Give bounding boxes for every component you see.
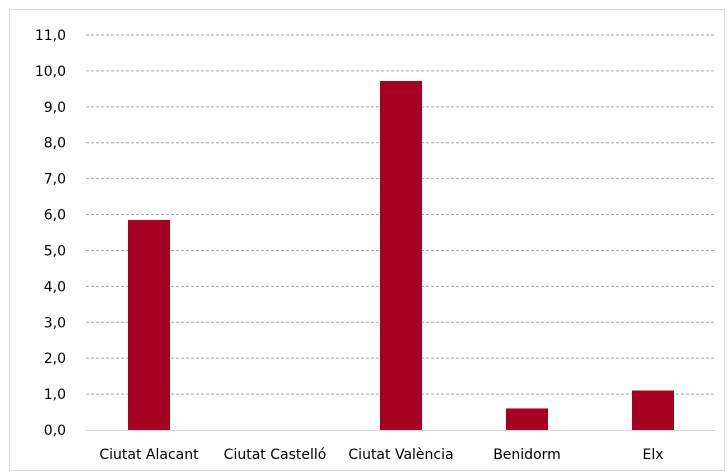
bars [128, 80, 674, 431]
y-tick-label: 7,0 [44, 172, 66, 188]
y-tick-label: 6,0 [44, 208, 66, 224]
y-tick-label: 3,0 [44, 315, 66, 331]
y-axis-ticks: 0,0 1,0 2,0 3,0 4,0 5,0 6,0 7,0 8,0 9,0 10,0 11,0 [35, 28, 66, 439]
bar-ciutat-alacant [128, 219, 170, 430]
y-tick-label: 2,0 [44, 351, 66, 367]
x-tick-label: Elx [642, 447, 663, 463]
x-tick-label: Ciutat Alacant [99, 447, 199, 463]
y-tick-label: 5,0 [44, 243, 66, 259]
x-tick-label: Benidorm [493, 447, 561, 463]
y-tick-label: 10,0 [35, 64, 66, 80]
x-tick-label: Ciutat València [348, 447, 453, 463]
bar-ciutat-val-ncia [380, 80, 422, 431]
y-tick-label: 8,0 [44, 136, 66, 152]
y-tick-label: 1,0 [44, 387, 66, 403]
y-tick-label: 4,0 [44, 279, 66, 295]
y-tick-label: 9,0 [44, 100, 66, 116]
x-axis-labels: Ciutat Alacant Ciutat Castelló Ciutat Valè… [99, 447, 663, 463]
x-tick-label: Ciutat Castelló [224, 447, 327, 463]
bar-benidorm [506, 408, 548, 430]
bar-elx [632, 390, 674, 430]
y-tick-label: 11,0 [35, 28, 66, 44]
y-tick-label: 0,0 [44, 423, 66, 439]
